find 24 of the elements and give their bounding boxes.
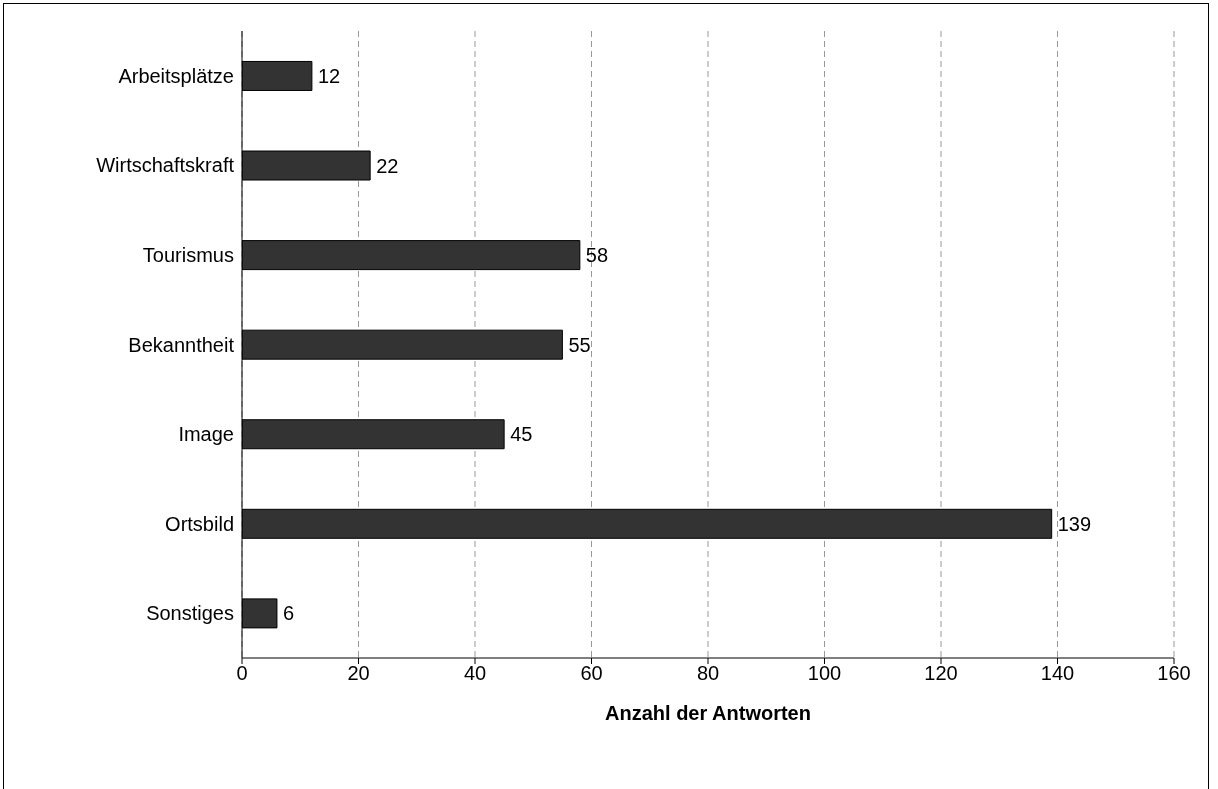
data-label: 139 — [1057, 512, 1092, 535]
x-tick-label: 40 — [463, 662, 487, 685]
x-tick-label: 100 — [807, 662, 842, 685]
data-label: 22 — [376, 154, 399, 177]
y-tick-label: Arbeitsplätze — [118, 64, 234, 87]
y-tick-label: Image — [178, 423, 234, 446]
x-tick-label: 80 — [696, 662, 720, 685]
x-tick-label: 120 — [924, 662, 958, 685]
y-tick-label: Ortsbild — [165, 512, 234, 535]
x-tick-label: 0 — [236, 662, 248, 685]
y-tick-label: Tourismus — [142, 244, 234, 267]
x-tick-label: 60 — [580, 662, 603, 685]
x-tick-label: 20 — [347, 662, 370, 685]
data-label: 6 — [282, 602, 295, 625]
data-label: 55 — [568, 333, 591, 356]
x-axis-title: Anzahl der Antworten — [605, 702, 811, 724]
y-tick-label: Wirtschaftskraft — [96, 154, 235, 177]
data-label: 12 — [317, 65, 341, 88]
x-tick-label: 160 — [1157, 662, 1191, 685]
x-tick-label: 140 — [1040, 662, 1075, 685]
data-label: 58 — [585, 244, 609, 267]
y-tick-label: Bekanntheit — [128, 333, 235, 356]
data-label: 45 — [510, 423, 533, 446]
y-tick-label: Sonstiges — [146, 602, 234, 625]
